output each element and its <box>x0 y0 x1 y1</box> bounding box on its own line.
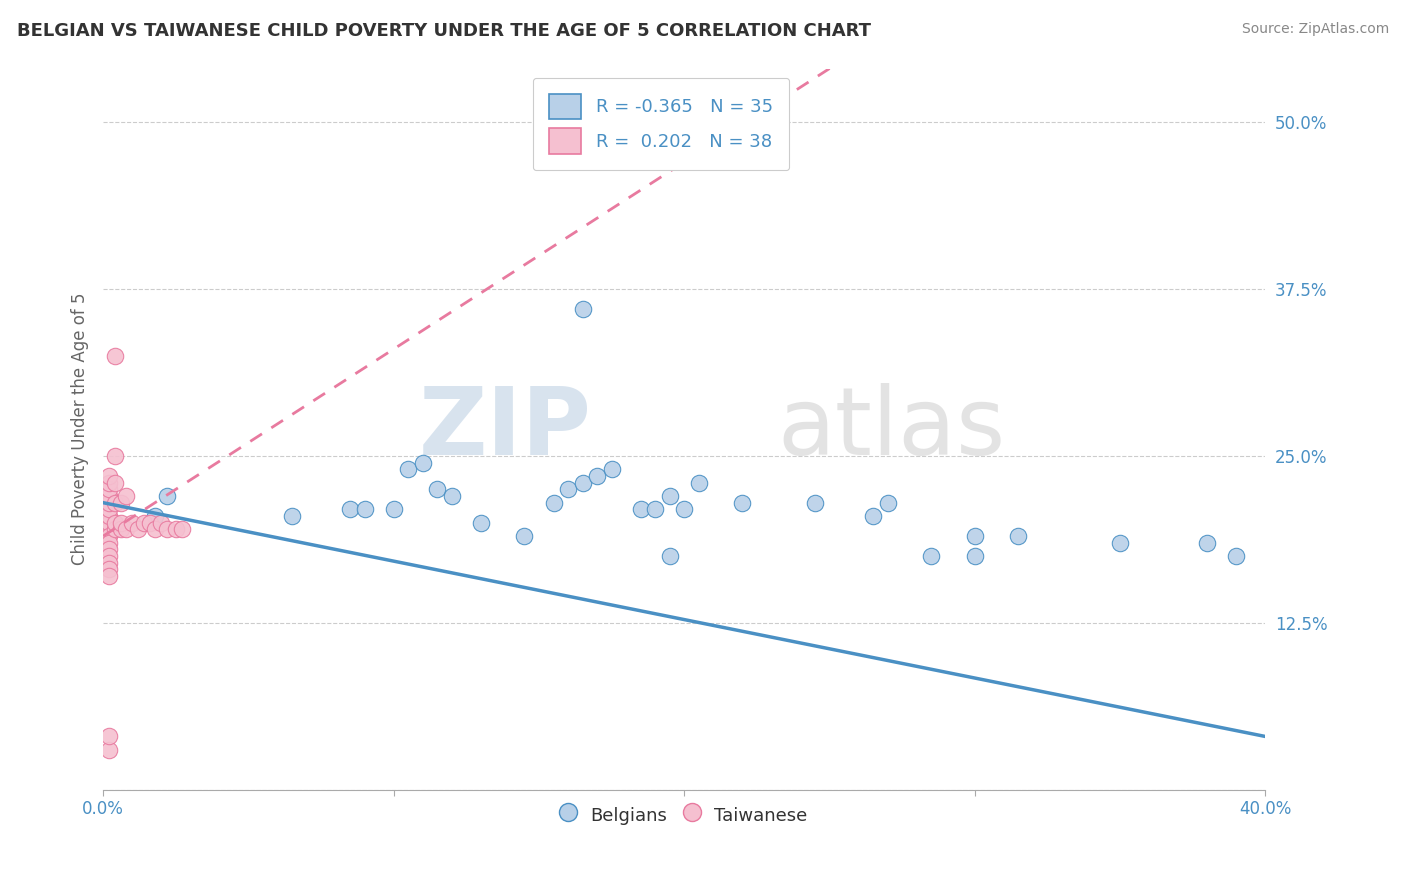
Point <box>1007 529 1029 543</box>
Point <box>97 529 120 543</box>
Point <box>353 502 375 516</box>
Point <box>644 502 666 516</box>
Point <box>658 549 681 563</box>
Point <box>673 502 696 516</box>
Point <box>440 489 463 503</box>
Y-axis label: Child Poverty Under the Age of 5: Child Poverty Under the Age of 5 <box>72 293 89 566</box>
Point <box>110 523 132 537</box>
Point <box>731 496 754 510</box>
Point <box>115 489 138 503</box>
Point <box>600 462 623 476</box>
Point <box>804 496 827 510</box>
Point <box>97 469 120 483</box>
Point <box>426 483 449 497</box>
Point <box>97 569 120 583</box>
Point <box>97 475 120 490</box>
Point <box>156 523 179 537</box>
Point <box>145 509 167 524</box>
Point <box>138 516 160 530</box>
Point <box>513 529 536 543</box>
Point <box>110 516 132 530</box>
Text: ZIP: ZIP <box>419 384 592 475</box>
Point <box>104 449 127 463</box>
Point <box>110 496 132 510</box>
Point <box>104 516 127 530</box>
Point <box>97 523 120 537</box>
Point <box>97 502 120 516</box>
Point <box>145 523 167 537</box>
Point <box>963 549 986 563</box>
Point <box>920 549 942 563</box>
Point <box>412 456 434 470</box>
Point <box>630 502 652 516</box>
Point <box>1109 535 1132 549</box>
Point <box>97 542 120 557</box>
Point <box>97 549 120 563</box>
Point <box>156 489 179 503</box>
Point <box>170 523 193 537</box>
Point <box>104 475 127 490</box>
Point <box>150 516 173 530</box>
Point <box>470 516 492 530</box>
Point <box>396 462 419 476</box>
Point <box>97 730 120 744</box>
Point <box>571 475 593 490</box>
Point <box>104 496 127 510</box>
Point <box>97 489 120 503</box>
Point <box>104 349 127 363</box>
Point <box>281 509 304 524</box>
Point <box>876 496 898 510</box>
Point <box>97 483 120 497</box>
Point <box>97 562 120 576</box>
Point <box>127 523 149 537</box>
Point <box>97 496 120 510</box>
Point <box>1225 549 1247 563</box>
Point <box>97 509 120 524</box>
Point <box>586 469 609 483</box>
Text: Source: ZipAtlas.com: Source: ZipAtlas.com <box>1241 22 1389 37</box>
Point <box>97 516 120 530</box>
Point <box>104 523 127 537</box>
Point <box>97 535 120 549</box>
Point <box>543 496 565 510</box>
Point <box>382 502 405 516</box>
Point <box>115 523 138 537</box>
Point <box>688 475 710 490</box>
Point <box>121 516 143 530</box>
Point <box>658 489 681 503</box>
Point <box>339 502 361 516</box>
Legend: Belgians, Taiwanese: Belgians, Taiwanese <box>553 795 817 835</box>
Point <box>97 743 120 757</box>
Point <box>165 523 187 537</box>
Point <box>963 529 986 543</box>
Text: atlas: atlas <box>778 384 1005 475</box>
Point <box>1197 535 1219 549</box>
Point <box>97 556 120 570</box>
Text: BELGIAN VS TAIWANESE CHILD POVERTY UNDER THE AGE OF 5 CORRELATION CHART: BELGIAN VS TAIWANESE CHILD POVERTY UNDER… <box>17 22 870 40</box>
Point <box>862 509 884 524</box>
Point <box>571 301 593 316</box>
Point <box>132 516 155 530</box>
Point <box>557 483 579 497</box>
